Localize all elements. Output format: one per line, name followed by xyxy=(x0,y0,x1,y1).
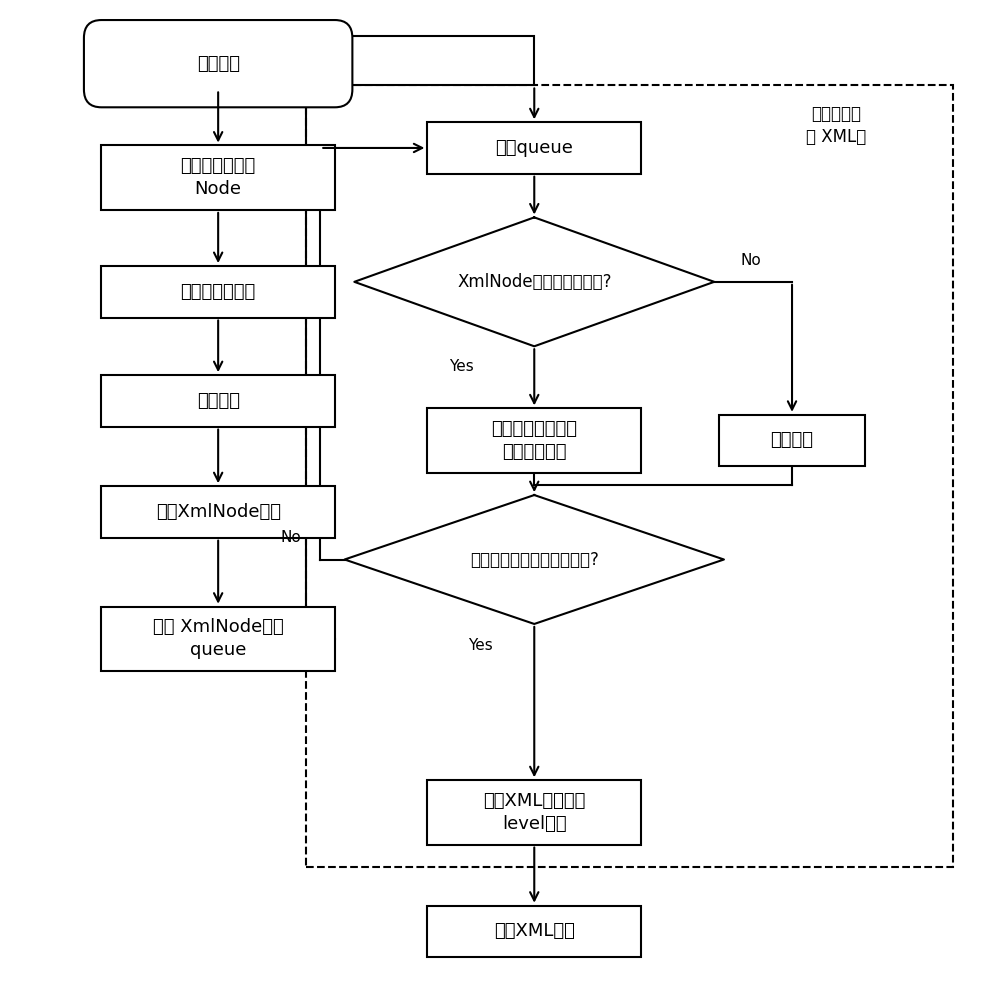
Text: 数据编码: 数据编码 xyxy=(196,392,239,410)
Text: 转化XmlNode类型: 转化XmlNode类型 xyxy=(156,503,281,521)
Text: XmlNode间具有父子关系?: XmlNode间具有父子关系? xyxy=(457,273,611,291)
FancyBboxPatch shape xyxy=(101,486,335,538)
Text: 添加父子关系，返
回父节点入队: 添加父子关系，返 回父节点入队 xyxy=(491,420,577,461)
Text: 队列所有节点都已添加关系?: 队列所有节点都已添加关系? xyxy=(470,550,598,568)
Text: 程序入口: 程序入口 xyxy=(196,55,239,73)
Text: 遍历XML树，添加
level属性: 遍历XML树，添加 level属性 xyxy=(483,792,586,833)
Text: Yes: Yes xyxy=(449,359,474,374)
FancyBboxPatch shape xyxy=(101,145,335,210)
Text: 构建指标节点类
Node: 构建指标节点类 Node xyxy=(181,157,256,198)
Text: 重新入队: 重新入队 xyxy=(770,431,813,449)
FancyBboxPatch shape xyxy=(101,607,335,671)
Text: 递归函数构
建 XML树: 递归函数构 建 XML树 xyxy=(805,105,866,146)
FancyBboxPatch shape xyxy=(719,415,865,466)
Text: Yes: Yes xyxy=(468,638,493,653)
FancyBboxPatch shape xyxy=(84,20,352,107)
FancyBboxPatch shape xyxy=(306,36,535,85)
FancyBboxPatch shape xyxy=(101,266,335,318)
FancyBboxPatch shape xyxy=(428,122,642,174)
FancyBboxPatch shape xyxy=(101,375,335,427)
Text: No: No xyxy=(741,253,761,268)
Text: 生成XML文件: 生成XML文件 xyxy=(493,922,575,940)
FancyBboxPatch shape xyxy=(428,408,642,473)
FancyBboxPatch shape xyxy=(428,780,642,845)
Text: No: No xyxy=(281,530,301,545)
Text: 读取指标库数据: 读取指标库数据 xyxy=(181,283,256,301)
Text: 构建 XmlNode队列
queue: 构建 XmlNode队列 queue xyxy=(153,618,284,659)
FancyBboxPatch shape xyxy=(428,906,642,957)
Text: 遍历queue: 遍历queue xyxy=(495,139,573,157)
